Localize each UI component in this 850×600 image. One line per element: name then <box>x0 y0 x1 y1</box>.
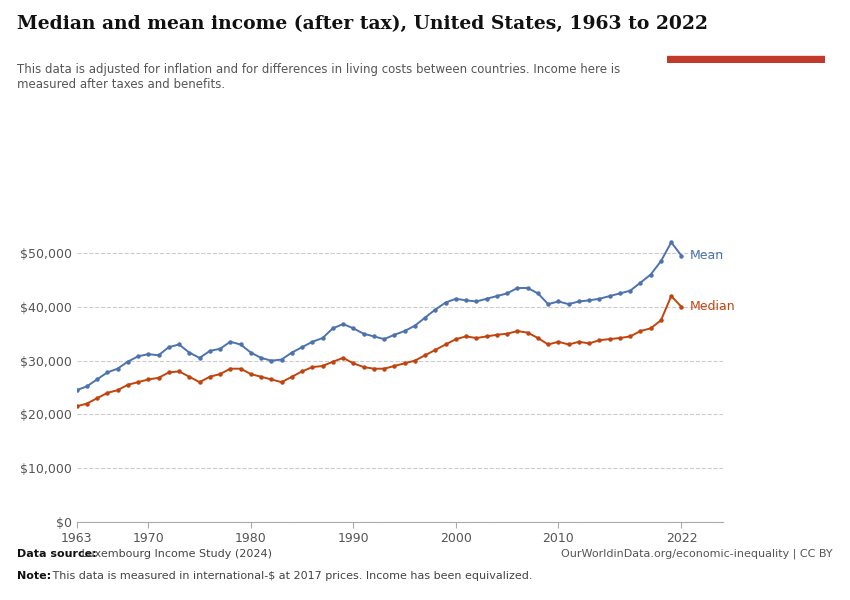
Bar <box>667 56 824 63</box>
Text: Mean: Mean <box>690 249 724 262</box>
Text: Our World: Our World <box>716 21 775 31</box>
Text: Note:: Note: <box>17 571 51 581</box>
Text: This data is measured in international-$ at 2017 prices. Income has been equival: This data is measured in international-$… <box>49 571 533 581</box>
Text: Data source:: Data source: <box>17 549 97 559</box>
Text: in Data: in Data <box>724 37 767 47</box>
Text: Luxembourg Income Study (2024): Luxembourg Income Study (2024) <box>78 549 272 559</box>
Text: Median: Median <box>690 301 735 313</box>
Text: OurWorldinData.org/economic-inequality | CC BY: OurWorldinData.org/economic-inequality |… <box>561 548 833 559</box>
Text: This data is adjusted for inflation and for differences in living costs between : This data is adjusted for inflation and … <box>17 63 620 91</box>
Text: Median and mean income (after tax), United States, 1963 to 2022: Median and mean income (after tax), Unit… <box>17 15 708 33</box>
